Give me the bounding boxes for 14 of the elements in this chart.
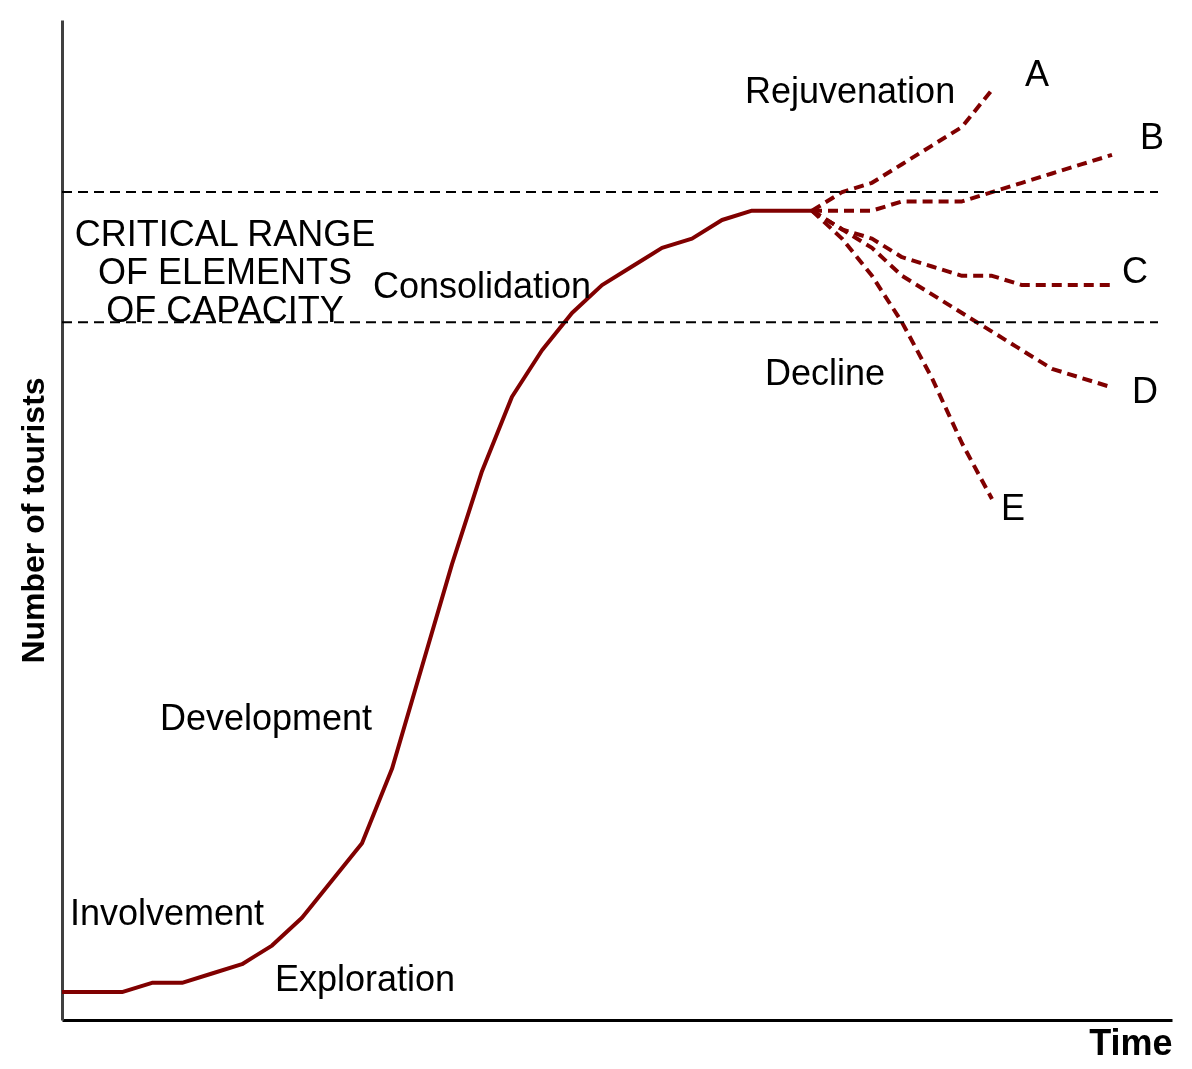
x-axis-title: Time [1089,1021,1173,1063]
annotation: Rejuvenation [745,70,956,111]
series-label: B [1139,115,1165,157]
series-label: E [1000,487,1026,529]
annotation: Consolidation [373,265,592,306]
annotation: Exploration [275,958,456,999]
annotation: CRITICAL RANGE OF ELEMENTS OF CAPACITY [74,213,376,330]
series-label: D [1132,370,1158,412]
series-label: C [1122,250,1148,292]
y-axis-title: Number of tourists [14,377,51,664]
annotation: Involvement [70,892,265,933]
annotation: Development [160,697,373,738]
annotation: Decline [765,352,886,393]
series-label: A [1024,52,1050,94]
